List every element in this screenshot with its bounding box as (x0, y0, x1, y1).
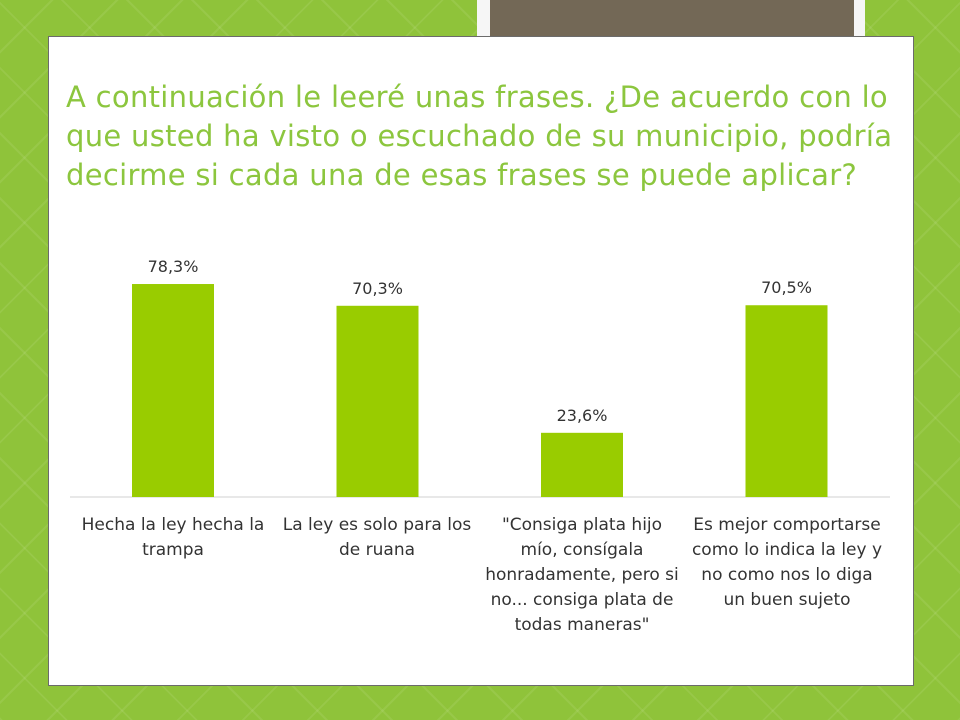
bar (745, 305, 828, 497)
slide-title: A continuación le leeré unas frases. ¿De… (66, 80, 893, 192)
bar (132, 284, 214, 497)
category-label: Hecha la ley hecha la trampa (81, 515, 265, 560)
bar (336, 305, 419, 497)
data-label: 70,5% (761, 278, 812, 297)
category-label: La ley es solo para los de ruana (282, 515, 472, 560)
data-label: 23,6% (557, 406, 608, 425)
category-label: "Consiga plata hijo mío, consígala honra… (485, 515, 679, 635)
data-label: 70,3% (352, 279, 403, 298)
data-label: 78,3% (148, 257, 199, 276)
category-label: Es mejor comportarse como lo indica la l… (691, 515, 883, 610)
bar (541, 432, 623, 497)
